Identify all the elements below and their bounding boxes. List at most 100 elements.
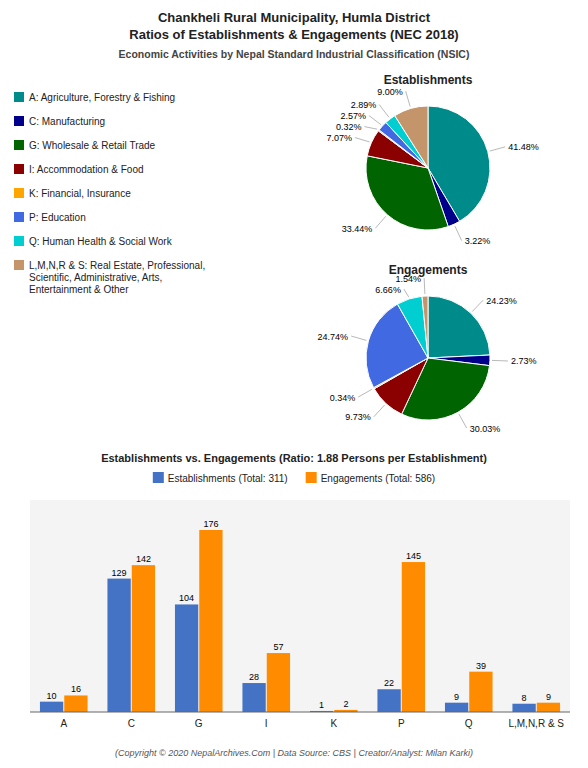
x-tick-label: P	[398, 718, 405, 729]
label-leader	[351, 336, 366, 340]
legend-line: Q: Human Health & Social Work	[29, 236, 173, 247]
data-label: 10	[47, 691, 57, 701]
legend-entry: C: Manufacturing	[29, 116, 105, 127]
bar	[64, 695, 87, 712]
label-leader	[369, 116, 381, 125]
legend: A: Agriculture, Forestry & Fishing C: Man…	[14, 92, 205, 295]
bar	[175, 604, 198, 712]
data-label: 145	[406, 551, 421, 561]
data-label: 1.54%	[396, 274, 422, 284]
figure-subtitle: Economic Activities by Nepal Standard In…	[119, 48, 470, 60]
data-label: 28	[249, 672, 259, 682]
x-tick-label: C	[128, 718, 135, 729]
bar	[537, 703, 560, 712]
data-label: 6.66%	[375, 285, 401, 295]
data-label: 8	[522, 693, 527, 703]
pie-chart: Engagements24.23%2.73%30.03%9.73%0.34%24…	[318, 263, 537, 434]
data-label: 2	[343, 699, 348, 709]
legend-entry: P: Education	[29, 212, 86, 223]
data-label: 0.34%	[330, 393, 356, 403]
bar	[107, 579, 130, 712]
x-axis-line	[30, 712, 570, 713]
data-labels: 10129104281229816142176572145399	[47, 519, 551, 710]
legend-swatch	[14, 116, 24, 126]
legend-swatch	[14, 92, 24, 102]
figure: Chankheli Rural Municipality, Humla Dist…	[0, 0, 588, 768]
background	[0, 0, 588, 768]
data-label: 129	[112, 568, 127, 578]
footer-annotation: (Copyright © 2020 NepalArchives.Com | Da…	[115, 748, 473, 758]
data-label: 1	[319, 700, 324, 710]
legend-entry: Establishments (Total: 311)	[168, 473, 288, 484]
bar	[512, 704, 535, 712]
label-leader	[492, 360, 508, 362]
data-label: 9	[546, 692, 551, 702]
data-label: 0.32%	[336, 122, 362, 132]
data-label: 104	[179, 593, 194, 603]
data-label: 9	[454, 692, 459, 702]
data-label: 39	[476, 661, 486, 671]
data-label: 24.74%	[318, 332, 349, 342]
legend-line: Scientific, Administrative, Arts,	[29, 272, 162, 283]
data-label: 2.73%	[511, 356, 537, 366]
title-line: Chankheli Rural Municipality, Humla Dist…	[158, 10, 431, 25]
data-label: 33.44%	[342, 224, 373, 234]
legend-swatch	[14, 212, 24, 222]
legend: Establishments (Total: 311) Engagements (…	[153, 472, 435, 484]
pie-chart: Establishments 41.48% 3.22% 33.44% 7.07%0.32…	[326, 73, 538, 246]
label-leader	[406, 91, 410, 106]
bar	[199, 530, 222, 712]
data-label: 30.03%	[470, 424, 501, 434]
bar	[377, 689, 400, 712]
bars	[40, 530, 560, 712]
legend-line: K: Financial, Insurance	[29, 188, 131, 199]
pie-slice	[428, 296, 490, 358]
legend-swatch	[14, 188, 24, 198]
x-tick-label: G	[195, 718, 203, 729]
data-label: 7.07%	[326, 133, 352, 143]
pie-slice	[366, 156, 448, 230]
legend-entry: G: Wholesale & Retail Trade	[29, 140, 156, 151]
bar	[267, 653, 290, 712]
data-label: 142	[136, 554, 151, 564]
data-label: 2.89%	[351, 100, 377, 110]
legend-line: Entertainment & Other	[29, 284, 129, 295]
bar	[469, 672, 492, 712]
label-leader	[364, 127, 377, 130]
legend-entry: Engagements (Total: 586)	[321, 473, 436, 484]
legend-swatch	[14, 164, 24, 174]
bar	[242, 683, 265, 712]
legend-swatch	[14, 140, 24, 150]
title-line: Ratios of Establishments & Engagements (…	[129, 27, 458, 42]
figure-title: Chankheli Rural Municipality, Humla Dist…	[129, 10, 458, 42]
label-leader	[358, 389, 372, 397]
pie-slice	[422, 296, 428, 358]
x-tick-label: A	[60, 718, 67, 729]
legend-entry: Q: Human Health & Social Work	[29, 236, 173, 247]
data-label: 41.48%	[508, 142, 539, 152]
legend-entry: I: Accommodation & Food	[29, 164, 144, 175]
label-leader	[455, 226, 462, 241]
legend-line: P: Education	[29, 212, 86, 223]
label-leader	[424, 278, 426, 294]
label-leader	[459, 414, 467, 428]
label-leader	[472, 300, 483, 312]
legend-swatch	[14, 260, 24, 270]
bar-chart: Establishments vs. Engagements (Ratio: 1…	[30, 452, 570, 729]
legend-entry: L,M,N,R & S: Real Estate, Professional,S…	[29, 260, 205, 295]
data-label: 57	[273, 642, 283, 652]
pie-title: Establishments	[384, 73, 473, 87]
label-leader	[375, 216, 386, 228]
legend-entry: A: Agriculture, Forestry & Fishing	[29, 92, 175, 103]
label-leader	[379, 105, 389, 118]
legend-swatch	[306, 472, 317, 483]
data-label: 3.22%	[465, 236, 491, 246]
data-label: 2.57%	[341, 111, 367, 121]
data-label: 24.23%	[486, 296, 517, 306]
data-label: 9.73%	[345, 412, 371, 422]
label-leader	[374, 405, 385, 417]
x-tick-label: Q	[465, 718, 473, 729]
legend-line: A: Agriculture, Forestry & Fishing	[29, 92, 175, 103]
pie-slice	[395, 106, 428, 168]
legend-line: L,M,N,R & S: Real Estate, Professional,	[29, 260, 205, 271]
